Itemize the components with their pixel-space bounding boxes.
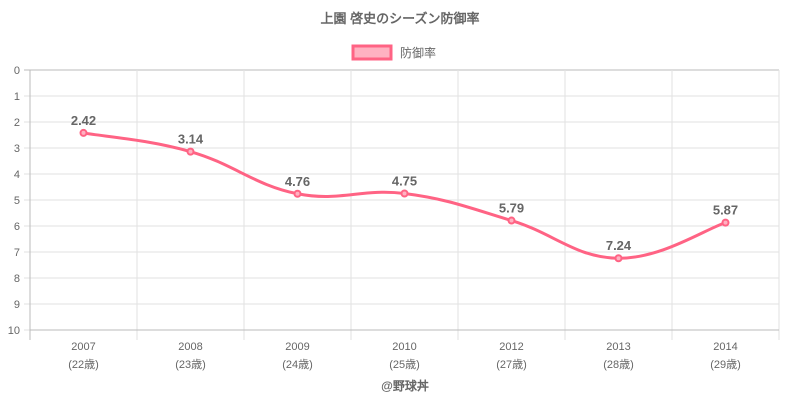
y-tick-label: 3 [14, 143, 20, 155]
data-label: 4.75 [392, 174, 417, 189]
legend-swatch [351, 44, 393, 61]
x-tick-label: 2013 [606, 341, 630, 353]
y-axis: 0 1 2 3 4 5 6 7 8 9 10 [8, 65, 20, 337]
x-tick-label: 2007 [71, 341, 95, 353]
x-tick-label: 2010 [392, 341, 416, 353]
x-tick-label: 2014 [713, 341, 737, 353]
x-tick-label: 2008 [178, 341, 202, 353]
y-tick-label: 10 [8, 325, 20, 337]
data-label: 5.79 [499, 201, 524, 216]
data-label: 4.76 [285, 174, 310, 189]
y-tick-label: 1 [14, 91, 20, 103]
x-tick-label: 2009 [285, 341, 309, 353]
y-tick-label: 8 [14, 273, 20, 285]
data-point [186, 147, 195, 156]
grid [24, 69, 780, 340]
x-tick-sublabel: (29歳) [710, 358, 741, 371]
legend-label: 防御率 [400, 45, 436, 60]
x-tick-sublabel: (28歳) [603, 358, 634, 371]
y-tick-label: 5 [14, 195, 20, 207]
data-point [721, 218, 730, 227]
y-tick-label: 9 [14, 299, 20, 311]
data-point [293, 189, 302, 198]
x-tick-sublabel: (24歳) [282, 358, 313, 371]
data-point [79, 128, 88, 137]
data-label: 2.42 [71, 113, 96, 128]
y-tick-label: 7 [14, 247, 20, 259]
y-tick-label: 2 [14, 117, 20, 129]
x-tick-sublabel: (25歳) [389, 358, 420, 371]
data-point [400, 189, 409, 198]
x-tick-sublabel: (23歳) [175, 358, 206, 371]
x-tick-label: 2012 [499, 341, 523, 353]
chart-title: 上園 啓史のシーズン防御率 [321, 11, 480, 26]
data-label: 7.24 [606, 238, 632, 253]
data-points: 2.42 3.14 4.76 4.75 5.79 7.24 5.87 [71, 113, 738, 263]
data-point [614, 254, 623, 263]
legend[interactable]: 防御率 [351, 44, 436, 61]
y-tick-label: 6 [14, 221, 20, 233]
data-point [507, 216, 516, 225]
y-tick-label: 4 [14, 169, 20, 181]
data-label: 5.87 [713, 203, 738, 218]
x-tick-sublabel: (27歳) [496, 358, 527, 371]
x-tick-sublabel: (22歳) [68, 358, 99, 371]
data-label: 3.14 [178, 132, 204, 147]
y-tick-label: 0 [14, 65, 20, 77]
x-axis: 2007 (22歳) 2008 (23歳) 2009 (24歳) 2010 (25歳) 2012… [68, 341, 741, 371]
credit-text: @野球丼 [381, 378, 429, 393]
